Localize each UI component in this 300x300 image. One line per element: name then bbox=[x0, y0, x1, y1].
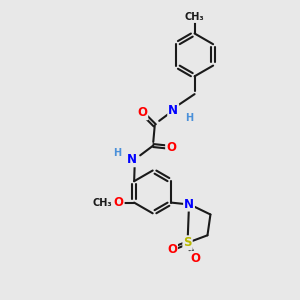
Text: CH₃: CH₃ bbox=[92, 198, 112, 208]
Text: N: N bbox=[168, 104, 178, 117]
Text: O: O bbox=[166, 140, 176, 154]
Text: O: O bbox=[167, 243, 177, 256]
Text: O: O bbox=[137, 106, 147, 119]
Text: CH₃: CH₃ bbox=[185, 12, 204, 22]
Text: N: N bbox=[127, 153, 137, 166]
Text: S: S bbox=[183, 236, 192, 249]
Text: O: O bbox=[114, 196, 124, 209]
Text: N: N bbox=[184, 198, 194, 211]
Text: H: H bbox=[185, 113, 194, 123]
Text: H: H bbox=[113, 148, 122, 158]
Text: O: O bbox=[190, 252, 200, 265]
